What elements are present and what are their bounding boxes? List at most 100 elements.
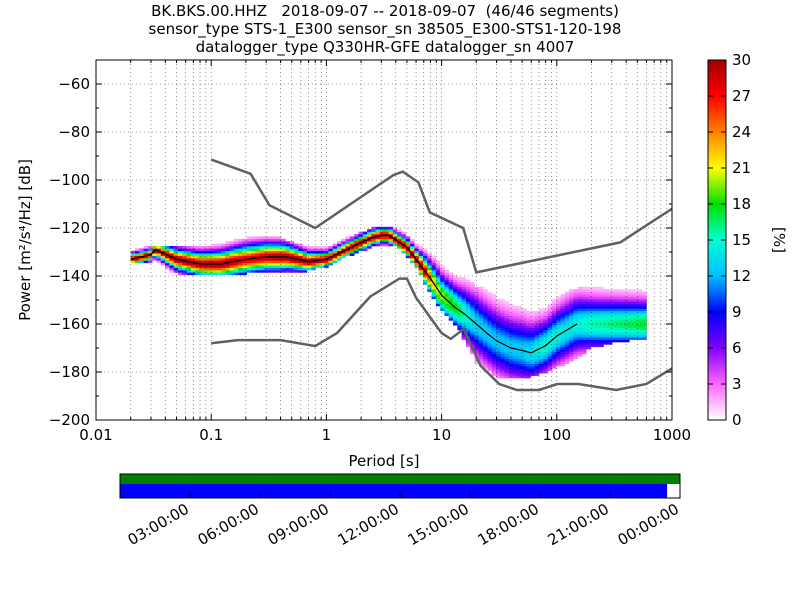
heatmap-cell	[448, 277, 454, 280]
heatmap-cell	[130, 250, 136, 254]
heatmap-cell	[229, 262, 235, 266]
heatmap-cell	[586, 342, 591, 345]
heatmap-cell	[478, 289, 484, 292]
heatmap-cell	[134, 253, 140, 256]
heatmap-cell	[315, 258, 321, 261]
heatmap-cell	[637, 337, 643, 340]
heatmap-cell	[422, 260, 428, 264]
heatmap-cell	[251, 267, 256, 271]
heatmap-cell	[573, 306, 578, 309]
heatmap-cell	[586, 310, 591, 314]
heatmap-cell	[173, 265, 179, 268]
heatmap-cell	[263, 241, 269, 244]
heatmap-cell	[306, 267, 312, 271]
heatmap-cell	[637, 301, 643, 304]
heatmap-cell	[483, 332, 488, 336]
heatmap-cell	[573, 301, 578, 304]
heatmap-cell	[263, 258, 269, 261]
heatmap-cell	[526, 356, 531, 360]
heatmap-cell	[448, 274, 454, 278]
heatmap-cell	[483, 298, 488, 302]
colorbar-tick-label: 15	[732, 231, 751, 249]
heatmap-cell	[182, 267, 187, 271]
heatmap-cell	[483, 322, 488, 326]
heatmap-cell	[478, 346, 484, 350]
heatmap-cell	[461, 337, 467, 340]
heatmap-cell	[603, 339, 609, 343]
plot-frame	[95, 59, 673, 421]
heatmap-cell	[186, 253, 192, 256]
heatmap-cell	[242, 255, 248, 259]
heatmap-cell	[496, 349, 501, 352]
heatmap-cell	[508, 373, 514, 376]
heatmap-cell	[581, 310, 587, 314]
heatmap-cell	[379, 231, 385, 235]
heatmap-cell	[573, 315, 578, 319]
heatmap-cell	[504, 313, 510, 316]
heatmap-cell	[358, 248, 364, 252]
heatmap-cell	[491, 342, 497, 345]
heatmap-cell	[513, 320, 518, 324]
heatmap-cell	[599, 291, 604, 295]
heatmap-cell	[483, 306, 488, 309]
heatmap-cell	[392, 226, 398, 230]
heatmap-cell	[371, 241, 376, 244]
heatmap-cell	[633, 301, 639, 304]
heatmap-cell	[431, 289, 437, 292]
heatmap-cell	[534, 351, 540, 355]
heatmap-cell	[616, 289, 621, 292]
heatmap-cell	[478, 303, 484, 307]
heatmap-cell	[491, 354, 497, 357]
coverage-bar: 03:00:00 06:00:00 09:00:00 12:00:00 15:00:00…	[119, 473, 682, 549]
heatmap-cell	[599, 301, 604, 304]
heatmap-cell	[302, 250, 308, 254]
heatmap-cell	[440, 272, 445, 276]
heatmap-cell	[521, 344, 527, 348]
heatmap-cell	[418, 272, 424, 276]
heatmap-cell	[483, 337, 488, 340]
heatmap-cell	[470, 291, 475, 295]
heatmap-cell	[620, 322, 626, 326]
heatmap-cell	[517, 342, 523, 345]
heatmap-cell	[564, 310, 570, 314]
heatmap-cell	[526, 320, 531, 324]
heatmap-cell	[435, 274, 441, 278]
heatmap-cell	[607, 296, 613, 300]
heatmap-cell	[427, 282, 432, 285]
heatmap-cell	[302, 258, 308, 261]
heatmap-cell	[276, 260, 282, 264]
heatmap-cell	[633, 320, 639, 324]
heatmap-cell	[405, 253, 411, 256]
coverage-tick-label: 21:00:00	[545, 500, 612, 549]
heatmap-cell	[500, 375, 505, 379]
heatmap-cell	[538, 356, 544, 360]
heatmap-cell	[336, 243, 342, 247]
heatmap-cell	[526, 366, 531, 369]
heatmap-cell	[233, 248, 239, 252]
heatmap-cell	[414, 255, 419, 259]
heatmap-cell	[457, 298, 462, 302]
heatmap-cell	[577, 351, 583, 355]
heatmap-cell	[465, 332, 471, 336]
heatmap-cell	[620, 301, 626, 304]
heatmap-cell	[195, 253, 200, 256]
heatmap-cell	[281, 265, 286, 268]
heatmap-cell	[208, 260, 213, 264]
heatmap-cell	[169, 250, 174, 254]
heatmap-cell	[220, 265, 226, 268]
heatmap-cell	[474, 286, 480, 290]
heatmap-cell	[336, 246, 342, 249]
heatmap-cell	[487, 327, 493, 331]
heatmap-cell	[599, 330, 604, 333]
heatmap-cell	[285, 260, 291, 264]
heatmap-cell	[289, 248, 295, 252]
heatmap-cell	[616, 322, 621, 326]
heatmap-cell	[534, 358, 540, 362]
heatmap-cell	[474, 291, 480, 295]
heatmap-cell	[199, 272, 205, 276]
heatmap-cell	[478, 334, 484, 338]
heatmap-cell	[367, 229, 372, 232]
heatmap-cell	[504, 339, 510, 343]
heatmap-cell	[203, 272, 209, 276]
heatmap-cell	[242, 260, 248, 264]
